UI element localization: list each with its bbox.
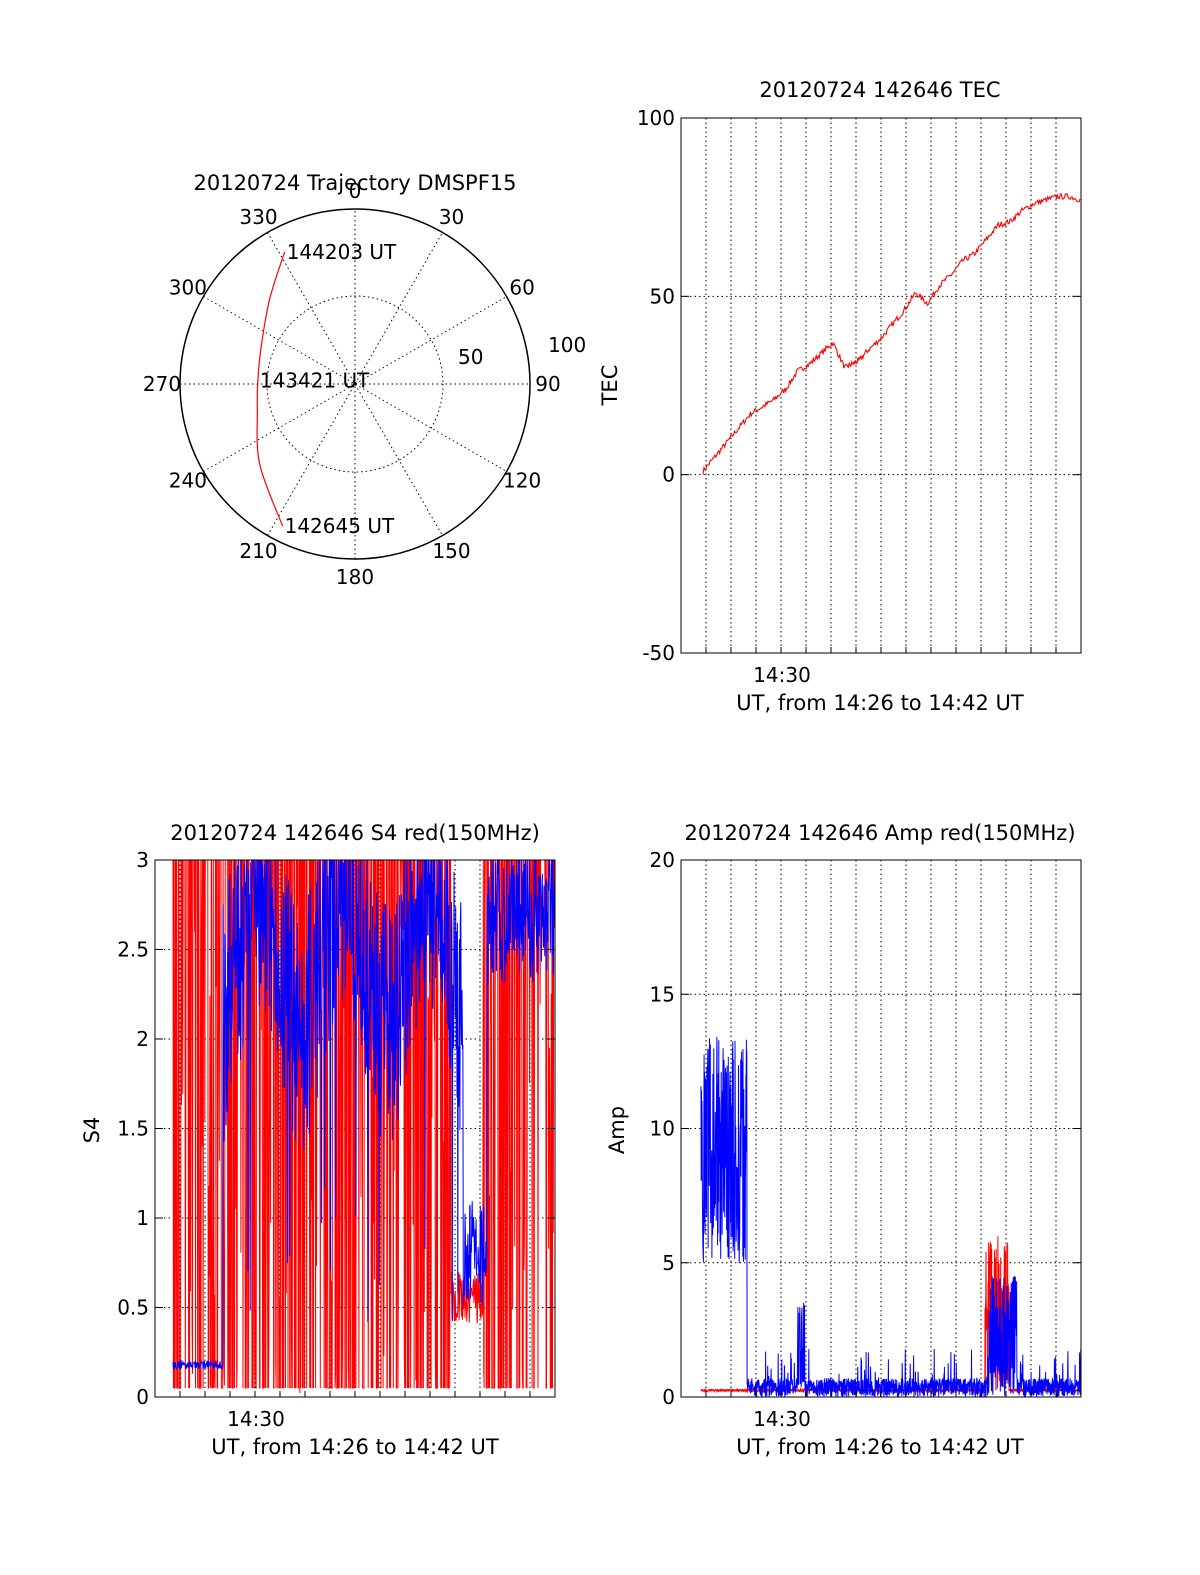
polar-angle-label: 120 xyxy=(503,469,541,493)
polar-radial-label-50: 50 xyxy=(458,345,483,369)
s4-blue-series xyxy=(172,859,556,1371)
tec-x-tick-label: 14:30 xyxy=(753,663,811,687)
amp-y-tick-label: 10 xyxy=(650,1117,675,1141)
amp-red-series xyxy=(700,1236,1082,1398)
s4-y-tick-label: 1 xyxy=(136,1206,149,1230)
polar-angle-label: 90 xyxy=(535,372,560,396)
s4-x-tick-label: 14:30 xyxy=(227,1407,285,1431)
tec-y-tick-label: 50 xyxy=(650,284,675,308)
s4-plot-area xyxy=(172,859,556,1394)
polar-plot: 20120724 Trajectory DMSPF15 0 30 60 90 120 15… xyxy=(143,171,586,589)
trajectory-labels: 142645 UT 143421 UT 144203 UT xyxy=(260,240,397,538)
tec-x-axis-label: UT, from 14:26 to 14:42 UT xyxy=(736,691,1024,715)
amp-y-tick-label: 5 xyxy=(662,1251,675,1275)
polar-angle-labels: 0 30 60 90 120 150 180 210 240 270 300 330 xyxy=(143,179,561,589)
amp-y-axis-label: Amp xyxy=(605,1106,629,1154)
tec-y-tick-label: 0 xyxy=(662,463,675,487)
tec-grid xyxy=(681,118,1081,653)
s4-x-axis-label: UT, from 14:26 to 14:42 UT xyxy=(211,1435,499,1459)
tec-y-tick-label: -50 xyxy=(642,641,675,665)
trajectory-time-label: 143421 UT xyxy=(260,369,370,393)
polar-angle-label: 300 xyxy=(169,276,207,300)
polar-title: 20120724 Trajectory DMSPF15 xyxy=(193,171,516,195)
polar-angle-label: 150 xyxy=(432,539,470,563)
tec-title: 20120724 142646 TEC xyxy=(759,78,1000,102)
tec-series-line xyxy=(702,193,1081,475)
polar-angle-label: 0 xyxy=(349,179,362,203)
tec-y-tick-label: 100 xyxy=(637,106,675,130)
polar-angle-label: 240 xyxy=(169,469,207,493)
amp-y-tick-label: 20 xyxy=(650,848,675,872)
polar-inner-circle xyxy=(266,295,444,473)
s4-y-tick-label: 0.5 xyxy=(117,1296,149,1320)
amp-x-axis-label: UT, from 14:26 to 14:42 UT xyxy=(736,1435,1024,1459)
s4-y-ticks: 3 2.5 2 1.5 1 0.5 0 xyxy=(117,848,555,1409)
polar-angle-label: 270 xyxy=(143,372,181,396)
trajectory-time-label: 142645 UT xyxy=(285,514,395,538)
trajectory-time-label: 144203 UT xyxy=(287,240,397,264)
amp-plot: 20120724 142646 Amp red(150MHz) 20 15 10 5 0… xyxy=(605,821,1082,1459)
polar-angle-label: 330 xyxy=(239,205,277,229)
s4-plot: 20120724 142646 S4 red(150MHz) 3 2.5 2 1.5 1… xyxy=(80,821,556,1459)
amp-blue-series xyxy=(700,1036,1082,1398)
tec-y-axis-label: TEC xyxy=(598,365,622,407)
amp-y-ticks: 20 15 10 5 0 xyxy=(650,848,1081,1409)
polar-angle-label: 30 xyxy=(439,205,464,229)
s4-y-tick-label: 1.5 xyxy=(117,1117,149,1141)
amp-title: 20120724 142646 Amp red(150MHz) xyxy=(684,821,1075,845)
polar-radial-label-100: 100 xyxy=(548,333,586,357)
s4-y-tick-label: 2.5 xyxy=(117,938,149,962)
amp-grid xyxy=(681,860,1081,1397)
polar-angle-label: 180 xyxy=(336,565,374,589)
trajectory-line xyxy=(256,251,286,527)
s4-title: 20120724 142646 S4 red(150MHz) xyxy=(170,821,540,845)
s4-y-tick-label: 3 xyxy=(136,848,149,872)
amp-y-tick-label: 0 xyxy=(662,1385,675,1409)
amp-y-tick-label: 15 xyxy=(650,982,675,1006)
s4-y-tick-label: 2 xyxy=(136,1027,149,1051)
s4-y-axis-label: S4 xyxy=(80,1117,104,1144)
s4-y-tick-label: 0 xyxy=(136,1385,149,1409)
polar-angle-label: 210 xyxy=(239,539,277,563)
tec-plot: 20120724 142646 TEC 100 50 0 -50 14:30 UT, … xyxy=(598,78,1082,715)
tec-y-ticks: 100 50 0 -50 xyxy=(637,106,1081,665)
amp-plot-area xyxy=(700,1036,1082,1398)
amp-x-tick-label: 14:30 xyxy=(753,1407,811,1431)
polar-angle-label: 60 xyxy=(509,276,534,300)
